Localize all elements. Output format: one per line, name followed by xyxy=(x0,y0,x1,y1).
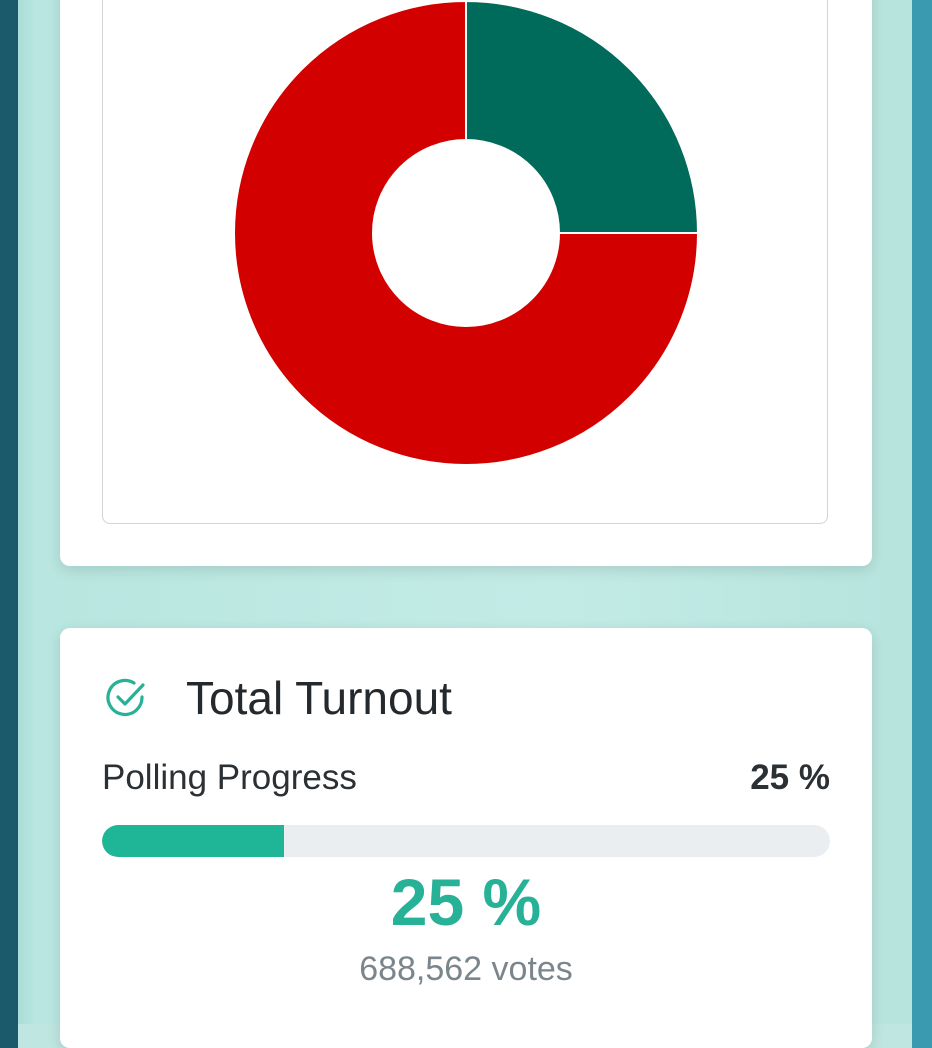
turnout-card: Total Turnout Polling Progress 25 % 25 %… xyxy=(60,628,872,1048)
donut-slice-1[interactable] xyxy=(465,0,700,234)
turnout-header: Total Turnout xyxy=(104,670,452,726)
turnout-title: Total Turnout xyxy=(186,672,452,724)
donut-chart xyxy=(233,0,700,466)
donut-slice-2[interactable] xyxy=(233,0,700,466)
progress-bar-fill xyxy=(102,825,284,857)
polling-progress-label: Polling Progress xyxy=(102,758,357,797)
polling-progress-percent: 25 % xyxy=(750,758,830,797)
progress-row: Polling Progress 25 % xyxy=(102,758,830,798)
turnout-percent: 25 % xyxy=(390,865,542,939)
chart-card xyxy=(60,0,872,566)
progress-bar xyxy=(102,825,830,857)
chart-frame xyxy=(102,0,828,524)
vote-count: 688,562 votes xyxy=(359,950,573,988)
check-circle-icon xyxy=(104,675,150,721)
